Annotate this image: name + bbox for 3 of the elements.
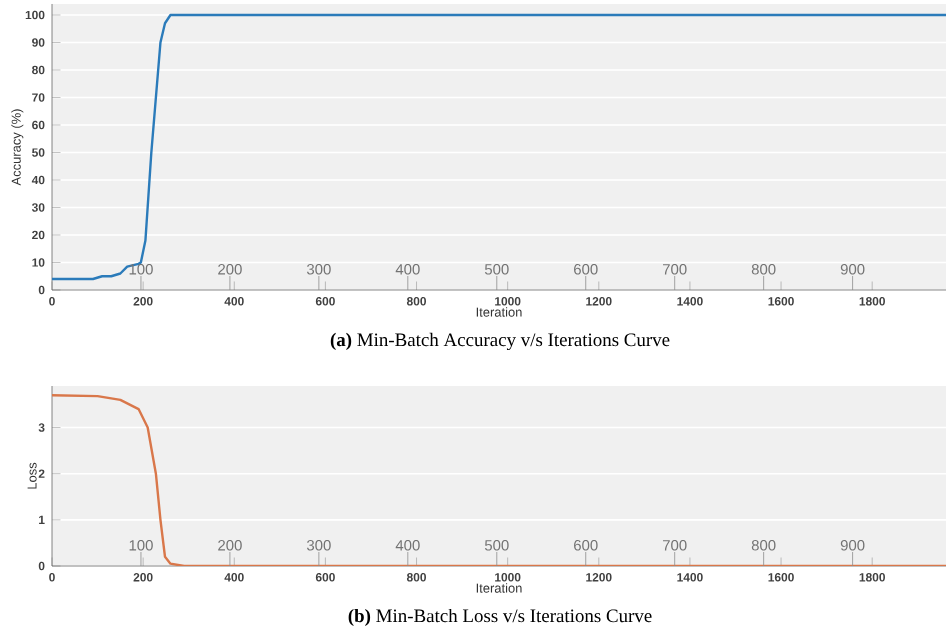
text: (b) Min-Batch Loss v/s Iterations Curve: [348, 608, 652, 627]
line-series: [52, 13, 947, 281]
text: (a) Min-Batch Accuracy v/s Iterations Curve: [330, 332, 670, 351]
